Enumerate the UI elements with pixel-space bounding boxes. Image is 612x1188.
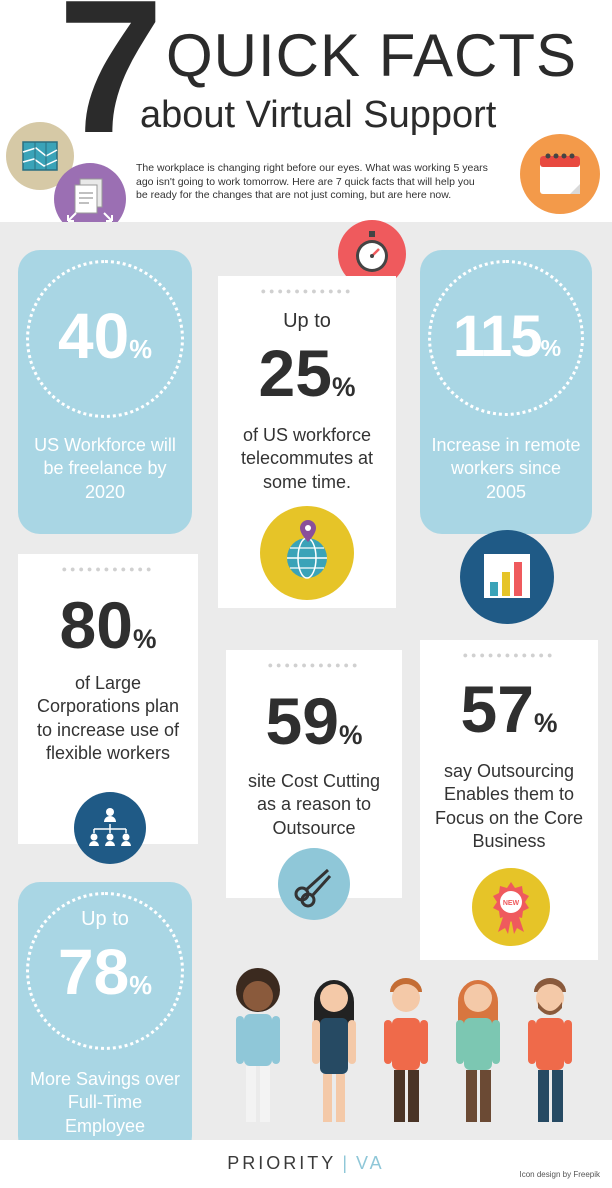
facts-area: 40% US Workforce will be freelance by 20… — [0, 220, 612, 1158]
intro-paragraph: The workplace is changing right before o… — [136, 162, 488, 202]
card-tear-dots: ●●●●●●●●●●● — [267, 660, 361, 670]
person-figure — [456, 980, 500, 1122]
fact-value: 115% — [452, 304, 561, 369]
person-figure — [384, 978, 428, 1122]
fact-text: US Workforce will be freelance by 2020 — [34, 435, 176, 502]
fact-card-25: ●●●●●●●●●●● Up to 25% of US workforce te… — [218, 276, 396, 608]
icon-credit: Icon design by Freepik — [519, 1170, 601, 1179]
dotted-ring — [26, 260, 184, 418]
fact-value: 78% — [58, 936, 152, 1008]
fact-text: of Large Corporations plan to increase u… — [36, 673, 180, 764]
fact-value: 40% — [58, 300, 152, 372]
person-figure — [528, 978, 572, 1122]
fact-text: of US workforce telecommutes at some tim… — [240, 425, 374, 492]
badge-label: NEW — [503, 900, 520, 907]
header: 7 QUICK FACTS about Virtual Support The … — [0, 0, 612, 235]
scissors-icon — [278, 848, 350, 920]
card-tear-dots: ●●●●●●●●●●● — [462, 650, 556, 660]
fact-tile-78: Up to 78% More Savings over Full-Time Em… — [18, 882, 192, 1158]
fact-text: More Savings over Full-Time Employee — [29, 1069, 181, 1136]
fact-value: 80% — [59, 588, 157, 662]
fact-card-57: ●●●●●●●●●●● 57% say Outsourcing Enables … — [420, 640, 598, 960]
fact-value: 59% — [265, 684, 363, 758]
fact-tile-40: 40% US Workforce will be freelance by 20… — [18, 250, 192, 534]
award-ribbon-icon: NEW — [472, 868, 550, 946]
fact-value: 25% — [258, 336, 356, 410]
headline-number: 7 — [58, 0, 164, 173]
fact-prefix: Up to — [283, 310, 331, 332]
person-figure — [312, 980, 356, 1122]
card-tear-dots: ●●●●●●●●●●● — [260, 286, 354, 296]
people-illustration — [222, 962, 602, 1142]
fact-prefix: Up to — [81, 908, 129, 930]
footer: PRIORITY | VA Icon design by Freepik — [0, 1140, 612, 1188]
fact-text: say Outsourcing Enables them to Focus on… — [434, 761, 584, 852]
org-chart-icon — [74, 792, 146, 864]
bar-chart-icon — [460, 530, 554, 624]
person-figure — [236, 968, 280, 1122]
headline-title: QUICK FACTS — [166, 22, 578, 89]
brand-logo: PRIORITY | VA — [227, 1153, 385, 1173]
fact-value: 57% — [460, 672, 558, 746]
fact-text: site Cost Cutting as a reason to Outsour… — [247, 771, 381, 838]
globe-pin-icon — [260, 506, 354, 600]
card-tear-dots: ●●●●●●●●●●● — [61, 564, 155, 574]
dotted-ring — [428, 260, 584, 416]
dotted-ring — [26, 892, 184, 1050]
fact-tile-115: 115% Increase in remote workers since 20… — [420, 250, 592, 534]
fact-text: Increase in remote workers since 2005 — [431, 435, 581, 502]
calendar-icon — [520, 134, 600, 214]
headline-subtitle: about Virtual Support — [140, 94, 497, 136]
